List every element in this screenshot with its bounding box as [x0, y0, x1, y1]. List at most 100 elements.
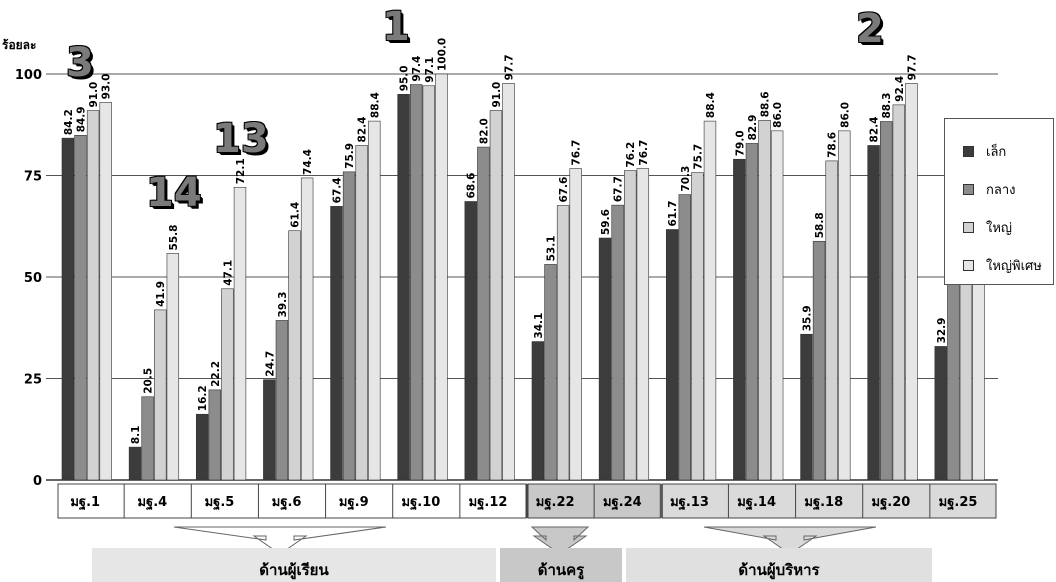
value-label: 93.0: [101, 73, 113, 99]
legend-item-large: ใหญ่: [963, 217, 1012, 238]
value-label: 91.0: [88, 82, 100, 108]
y-tick-label: 25: [24, 373, 42, 388]
value-label: 97.7: [504, 54, 516, 80]
value-label: 24.7: [264, 351, 276, 377]
bar: [410, 84, 423, 481]
value-label: 61.4: [290, 202, 302, 228]
value-label: 68.6: [466, 173, 478, 199]
value-label: 61.7: [667, 201, 679, 227]
bar: [770, 130, 784, 481]
value-label: 59.6: [600, 209, 612, 235]
value-label: 67.7: [613, 176, 625, 202]
value-label: 8.1: [130, 426, 142, 445]
value-label: 82.9: [747, 115, 759, 141]
value-label: 88.4: [369, 92, 381, 118]
bar: [233, 186, 247, 481]
legend-swatch-medium: [963, 184, 974, 195]
category-label: มฐ.24: [603, 495, 642, 511]
bar: [825, 160, 838, 481]
value-label: 67.4: [331, 177, 343, 203]
legend-item-small: เล็ก: [963, 141, 1006, 162]
group-arrow: [530, 526, 590, 555]
y-tick-label: 0: [33, 474, 42, 489]
bar: [636, 168, 650, 481]
value-label: 86.0: [839, 102, 851, 128]
value-label: 53.1: [546, 235, 558, 261]
value-label: 97.7: [906, 54, 918, 80]
value-label: 76.7: [571, 140, 583, 166]
bar: [86, 110, 100, 481]
category-label: มฐ.10: [402, 495, 441, 511]
value-label: 88.4: [705, 92, 717, 118]
bar: [141, 396, 154, 481]
value-label: 39.3: [277, 292, 289, 318]
bar: [368, 120, 381, 481]
value-label: 91.0: [491, 82, 503, 108]
value-label: 34.1: [533, 313, 545, 339]
bar: [892, 104, 906, 481]
value-labels: 84.2 84.991.0 93.08.120.541.955.816.222.24…: [63, 38, 986, 444]
value-label: 97.1: [424, 57, 436, 83]
legend-item-medium: กลาง: [963, 179, 1016, 200]
bar: [665, 229, 679, 481]
bar: [800, 333, 813, 481]
legend-swatch-small: [963, 146, 974, 157]
value-label: 74.4: [302, 149, 314, 175]
bar: [221, 288, 234, 481]
bar: [934, 346, 947, 481]
category-labels: มฐ.1 มฐ.4 มฐ.5 มฐ.6 มฐ.9 มฐ.10 มฐ.12 มฐ.22 มฐ.24…: [57, 483, 997, 519]
bar: [166, 253, 180, 481]
bar: [733, 158, 746, 481]
value-label: 88.6: [760, 91, 772, 117]
legend-item-extra-large: ใหญ่พิเศษ: [963, 255, 1042, 276]
legend-swatch-large: [963, 222, 974, 233]
category-group-box: [57, 483, 527, 519]
bar: [947, 269, 960, 481]
legend: เล็ก กลาง ใหญ่ ใหญ่พิเศษ: [944, 118, 1054, 285]
value-label: 55.8: [168, 225, 180, 251]
bar: [758, 119, 771, 481]
category-label: มฐ.22: [536, 495, 575, 511]
bar: [208, 389, 221, 481]
category-group-box: [661, 483, 997, 519]
value-label: 82.0: [478, 118, 490, 144]
legend-label-large: ใหญ่: [986, 221, 1012, 236]
category-label: มฐ.1: [70, 495, 100, 511]
value-label: 82.4: [357, 117, 369, 143]
bar: [905, 83, 918, 481]
value-label: 47.1: [222, 260, 234, 286]
bars: [61, 73, 985, 481]
value-label: 82.4: [869, 117, 881, 143]
bar: [195, 413, 209, 481]
bar: [154, 309, 167, 481]
value-label: 22.2: [210, 361, 222, 387]
bar: [867, 145, 880, 481]
rank-badge-1: 1: [382, 4, 410, 50]
bar: [61, 137, 75, 481]
group-band-learner: ด้านผู้เรียน: [92, 548, 496, 582]
value-label: 79.0: [734, 130, 746, 156]
bar: [598, 237, 612, 481]
bar: [502, 83, 515, 481]
bar: [288, 230, 301, 481]
value-label: 20.5: [143, 368, 155, 394]
y-tick-labels: 0 25 50 75 100: [15, 68, 42, 489]
bar: [489, 110, 503, 481]
bar: [74, 135, 87, 481]
group-arrow: [173, 526, 387, 555]
value-label: 75.9: [344, 143, 356, 169]
category-label: มฐ.4: [137, 495, 167, 511]
group-arrow: [703, 526, 877, 555]
bar: [422, 85, 436, 481]
rank-badge-2: 2: [856, 6, 884, 52]
value-label: 76.7: [638, 140, 650, 166]
value-label: 97.4: [411, 56, 423, 82]
bar: [275, 320, 289, 481]
category-label: มฐ.14: [737, 495, 776, 511]
value-label: 76.2: [625, 142, 637, 168]
value-label: 35.9: [801, 305, 813, 331]
rank-badge-14: 14: [146, 170, 202, 216]
gridlines: [46, 73, 998, 481]
legend-label-medium: กลาง: [986, 183, 1016, 198]
